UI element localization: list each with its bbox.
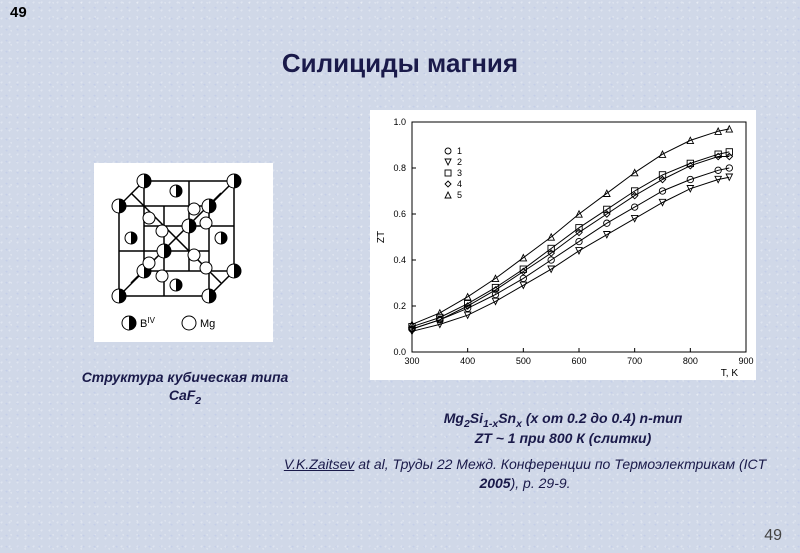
crystal-structure-diagram: BIV Mg	[94, 163, 273, 342]
svg-text:BIV: BIV	[140, 316, 156, 330]
svg-text:800: 800	[683, 356, 698, 366]
svg-text:5: 5	[457, 190, 462, 200]
svg-text:700: 700	[627, 356, 642, 366]
svg-text:0.0: 0.0	[393, 347, 406, 357]
svg-text:3: 3	[457, 168, 462, 178]
slide-title: Силициды магния	[0, 48, 800, 79]
svg-text:0.2: 0.2	[393, 301, 406, 311]
svg-text:0.6: 0.6	[393, 209, 406, 219]
svg-text:900: 900	[738, 356, 753, 366]
formula-line-1: Mg2Si1-xSnx (x от 0.2 до 0.4) n-тип	[370, 410, 756, 430]
svg-text:T, K: T, K	[721, 368, 739, 379]
formula-line-2: ZT ~ 1 при 800 К (слитки)	[370, 430, 756, 446]
svg-text:300: 300	[404, 356, 419, 366]
page-number-bottom: 49	[764, 527, 782, 545]
svg-text:600: 600	[571, 356, 586, 366]
svg-text:ZT: ZT	[376, 231, 387, 243]
svg-text:4: 4	[457, 179, 462, 189]
citation: V.K.Zaitsev at al, Труды 22 Межд. Конфер…	[280, 455, 770, 493]
structure-caption: Структура кубическая типа CaF2	[60, 368, 310, 409]
page-number-top: 49	[10, 4, 27, 21]
svg-text:400: 400	[460, 356, 475, 366]
svg-text:0.4: 0.4	[393, 255, 406, 265]
svg-text:2: 2	[457, 157, 462, 167]
svg-text:500: 500	[516, 356, 531, 366]
svg-text:1.0: 1.0	[393, 117, 406, 127]
zt-chart: 300 400 500 600 700 800 900 0.0 0.2 0.4 0.6 0.8 1.0 T…	[370, 110, 756, 380]
svg-text:Mg: Mg	[200, 318, 215, 330]
svg-text:0.8: 0.8	[393, 163, 406, 173]
svg-text:1: 1	[457, 146, 462, 156]
